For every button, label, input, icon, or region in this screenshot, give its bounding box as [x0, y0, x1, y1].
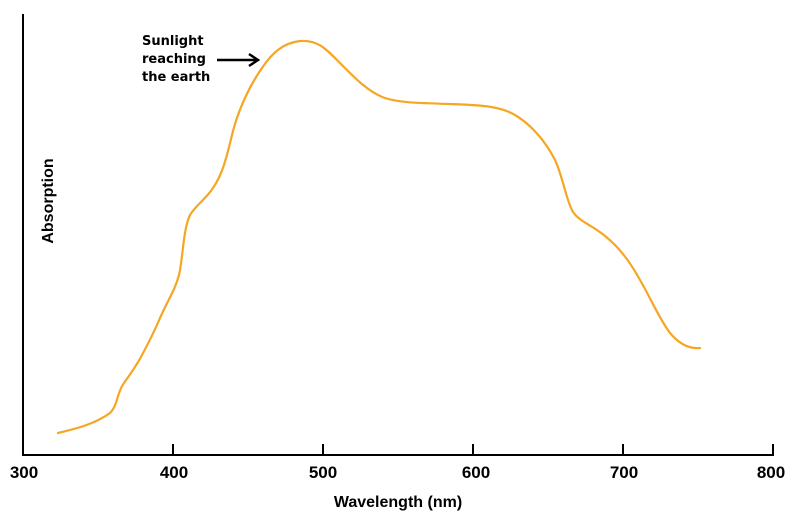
- x-tick-400: 400: [160, 463, 188, 482]
- annotation-line-3: the earth: [142, 70, 210, 85]
- sunlight-curve: [56, 39, 702, 435]
- annotation-line-1: Sunlight: [142, 34, 204, 49]
- x-tick-800: 800: [757, 463, 785, 482]
- annotation-arrow-icon: [217, 52, 261, 68]
- x-tick-500: 500: [309, 463, 337, 482]
- x-tick-600: 600: [462, 463, 490, 482]
- y-axis-title: Absorption: [40, 158, 57, 243]
- x-tick-300: 300: [10, 463, 38, 482]
- x-tick-700: 700: [610, 463, 638, 482]
- x-axis-title: Wavelength (nm): [334, 494, 462, 511]
- x-axis-ticks: [172, 444, 774, 455]
- annotation-line-2: reaching: [142, 52, 206, 67]
